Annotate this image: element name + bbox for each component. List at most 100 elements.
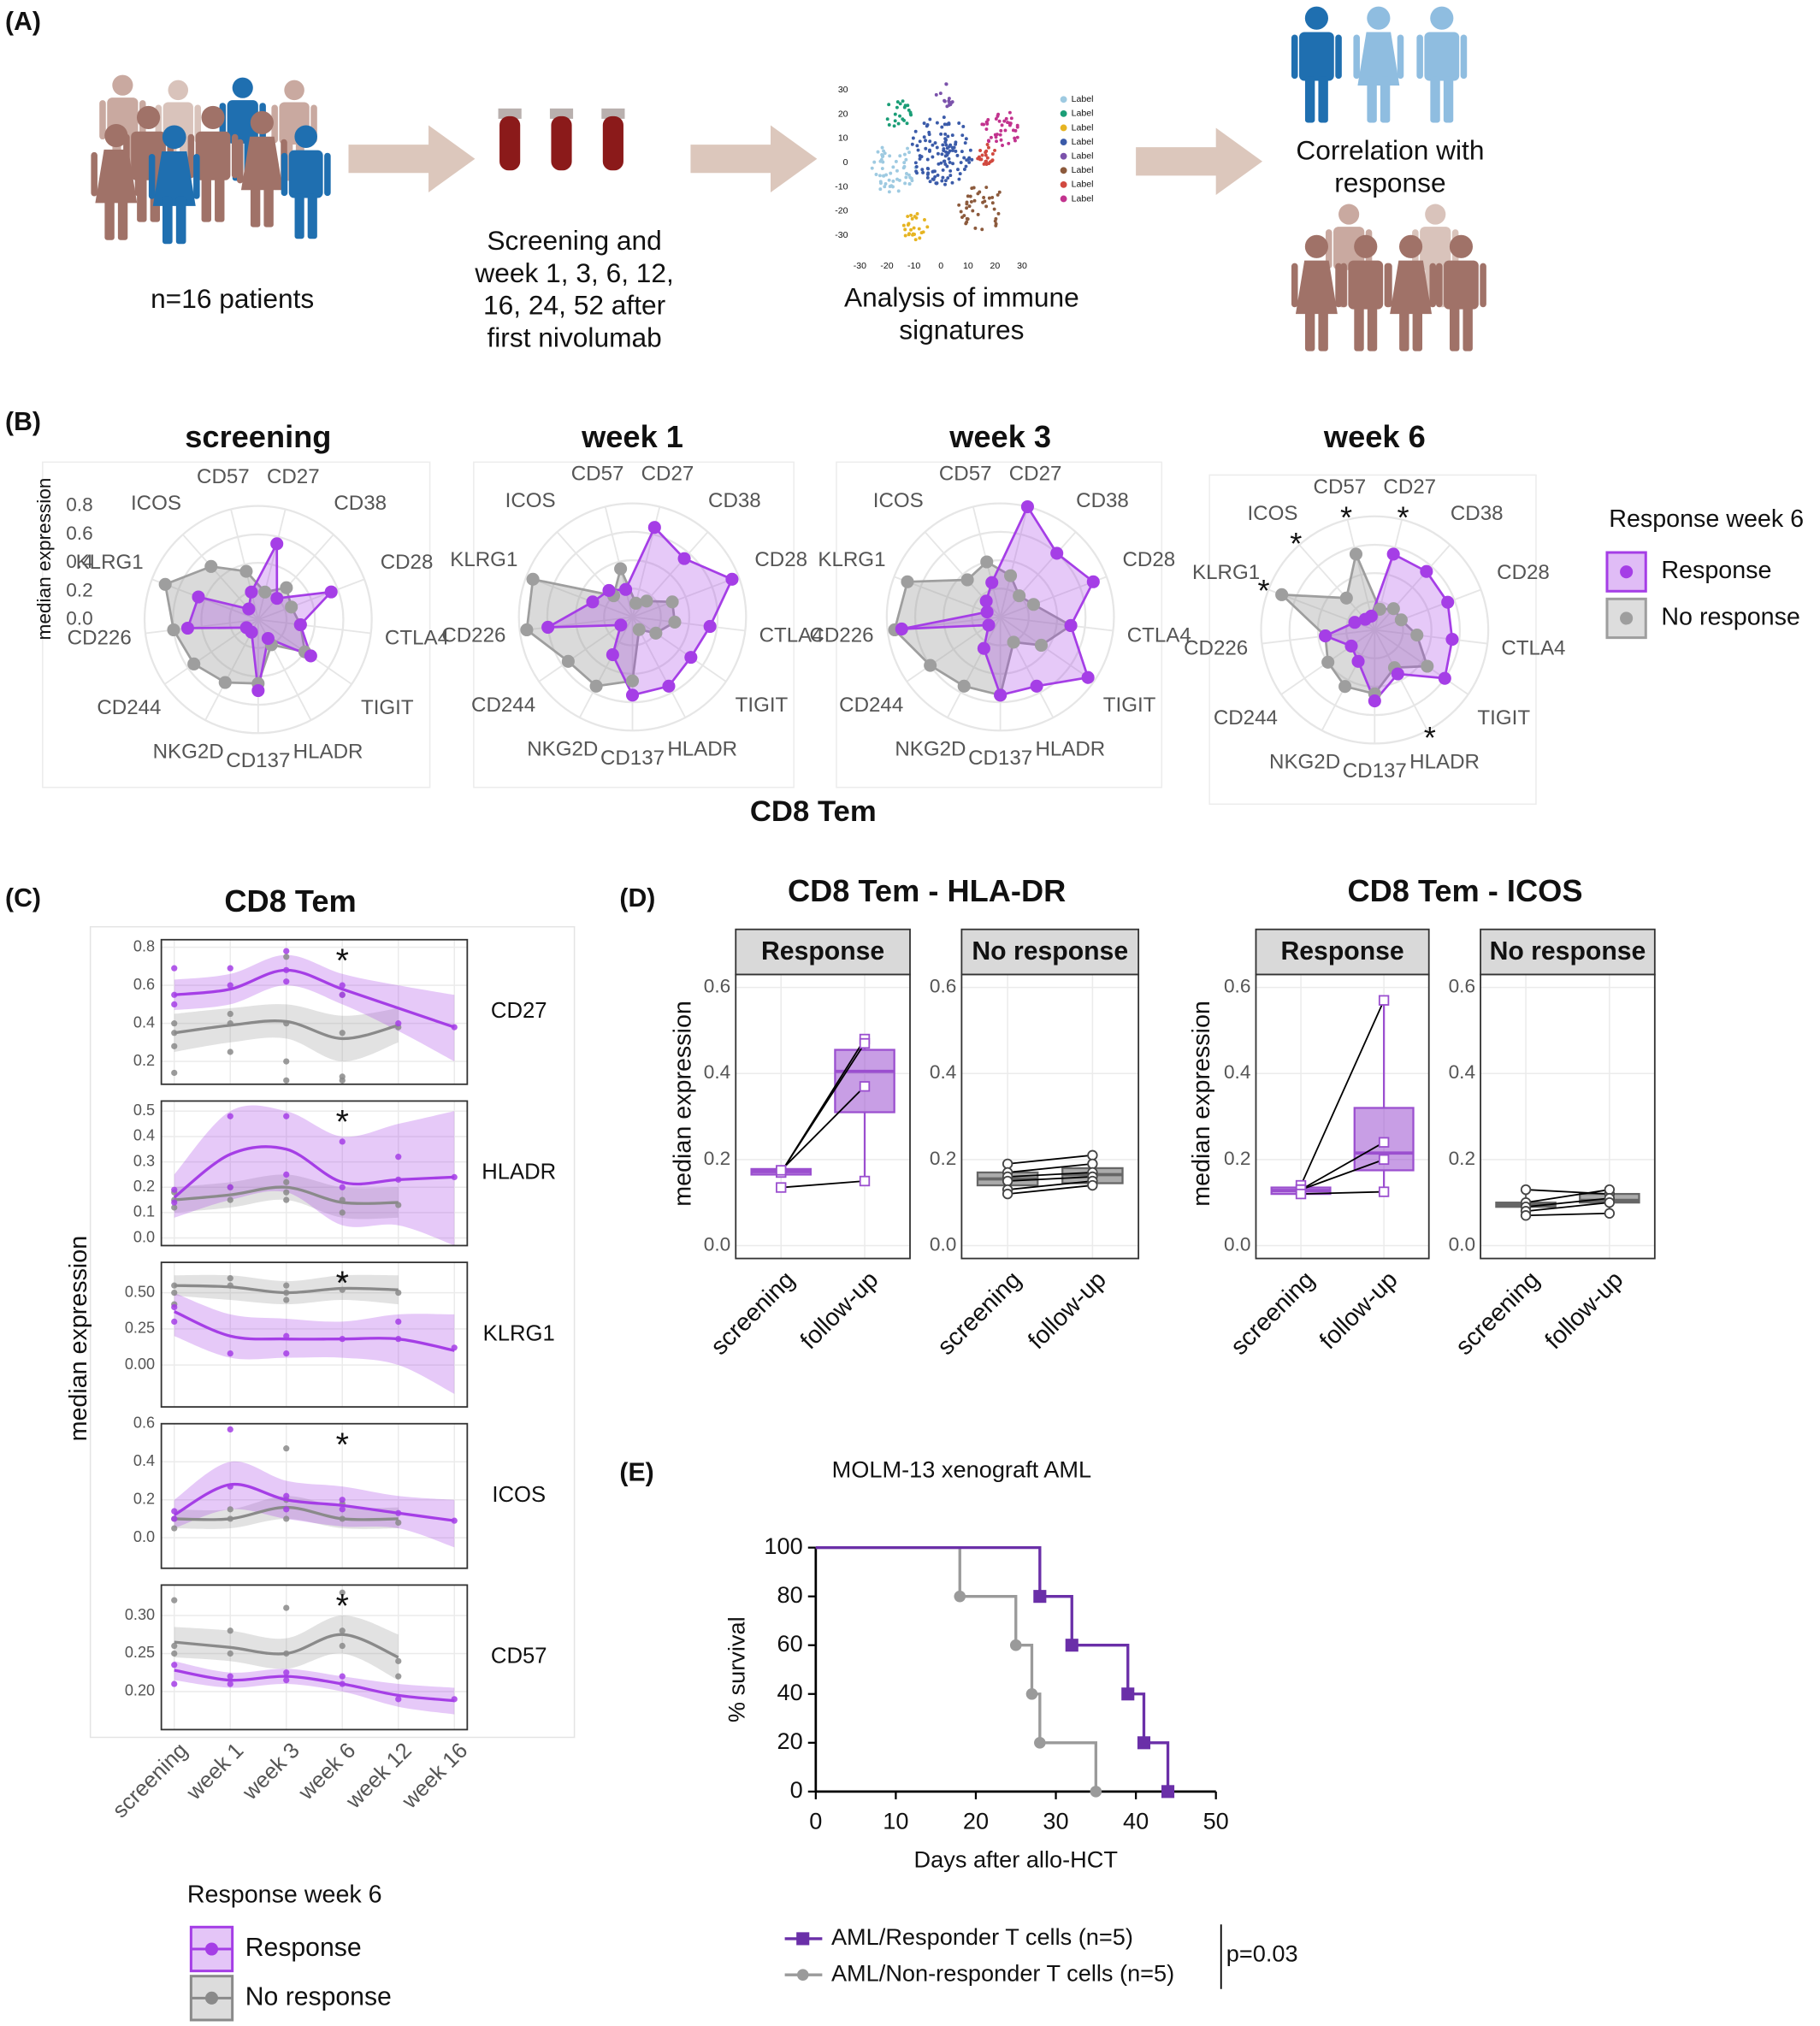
- tsne-dot: [904, 157, 908, 162]
- tsne-dot: [1013, 136, 1017, 140]
- radial-tick-label: 0.8: [66, 494, 92, 516]
- tsne-y-tick: 20: [838, 109, 848, 119]
- tsne-legend-label: Label: [1072, 137, 1094, 147]
- arm: [281, 152, 288, 197]
- tsne-dot: [1007, 141, 1011, 145]
- arm: [1480, 263, 1486, 308]
- tsne-dot: [986, 145, 990, 150]
- pair-point: [859, 1175, 871, 1187]
- leg: [1412, 304, 1423, 351]
- tsne-dot: [913, 233, 917, 236]
- significance-star: *: [336, 1103, 349, 1141]
- y-axis-label: median expression: [65, 1236, 92, 1442]
- tsne-dot: [970, 157, 974, 162]
- radar-point: [1420, 564, 1433, 578]
- head: [162, 125, 186, 150]
- tsne-dot: [984, 151, 988, 155]
- tsne-dot: [985, 156, 990, 160]
- radar-axis-label: CD244: [1214, 706, 1278, 729]
- marker: [1033, 1590, 1047, 1604]
- tsne-dot: [958, 172, 962, 176]
- box: [834, 1048, 895, 1113]
- leg: [1449, 304, 1460, 351]
- person-icon: [1436, 234, 1486, 351]
- arm: [1335, 34, 1342, 80]
- torso: [227, 100, 258, 144]
- radar-axis-label: CD28: [381, 551, 434, 574]
- person-icon: [1291, 6, 1342, 123]
- arm: [1436, 263, 1443, 308]
- tsne-dot: [876, 150, 880, 154]
- radar-axis-label: CTLA4: [1127, 623, 1191, 647]
- radar-axis-label: TIGIT: [361, 696, 414, 719]
- tsne-dot: [909, 113, 913, 117]
- plot-border: [160, 1584, 469, 1731]
- leg: [263, 180, 274, 227]
- tsne-dot: [883, 185, 887, 189]
- radar-point: [1319, 629, 1332, 643]
- marker: [954, 1590, 966, 1603]
- data-point: [283, 978, 290, 985]
- radar-point: [1004, 569, 1018, 582]
- radar-point: [589, 679, 603, 693]
- arm: [99, 100, 106, 140]
- plot-border: [160, 1422, 469, 1569]
- tsne-dot: [1008, 110, 1012, 115]
- head: [1304, 234, 1328, 258]
- tsne-dot: [957, 121, 961, 125]
- plot-area: [736, 974, 910, 1259]
- strip-label: Response: [761, 937, 884, 966]
- data-point: [283, 1332, 290, 1339]
- y-tick-label: 0.30: [125, 1606, 155, 1623]
- x-tick-label: 50: [1203, 1807, 1229, 1834]
- panel-letter: (C): [5, 884, 41, 913]
- arrow: [1136, 127, 1263, 195]
- strip-label: CD27: [491, 999, 547, 1023]
- tsne-dot: [910, 179, 914, 183]
- data-point: [171, 1680, 178, 1687]
- tsne-dot: [920, 168, 925, 172]
- tsne-dot: [994, 116, 998, 121]
- radar-point: [677, 552, 691, 565]
- arm: [1386, 263, 1392, 308]
- p-value: p=0.03: [1226, 1940, 1298, 1967]
- tsne-dot: [1015, 125, 1019, 129]
- pair-point: [1520, 1210, 1532, 1221]
- data-point: [227, 982, 233, 989]
- tsne-dot: [931, 155, 935, 159]
- tsne-dot: [914, 165, 919, 168]
- radar-point: [304, 649, 317, 663]
- tsne-dot: [967, 204, 972, 209]
- data-point: [171, 1001, 178, 1008]
- tsne-dot: [902, 161, 907, 165]
- tsne-dot: [941, 168, 945, 172]
- person-icon: [187, 105, 239, 222]
- radar-point: [285, 600, 298, 614]
- y-tick-label: 0.25: [125, 1320, 155, 1337]
- chart-title: MOLM-13 xenograft AML: [832, 1456, 1091, 1483]
- ribbon: [174, 1661, 455, 1715]
- data-point: [451, 1696, 458, 1703]
- y-tick-label: 0.6: [1449, 976, 1475, 997]
- tsne-dot: [941, 175, 945, 180]
- significance-star: *: [336, 942, 349, 979]
- radar-point: [606, 648, 619, 662]
- tsne-dot: [943, 182, 947, 186]
- tsne-dot: [878, 180, 883, 184]
- radar-point: [1445, 633, 1459, 647]
- radar-point: [1321, 655, 1335, 669]
- tsne-dot: [880, 152, 884, 157]
- trend-line: [174, 1310, 455, 1352]
- leg: [1380, 76, 1391, 123]
- radar-point: [985, 576, 999, 589]
- radar-ylabel: median expression: [33, 478, 55, 641]
- tsne-dot: [990, 152, 995, 156]
- strip: [960, 928, 1140, 976]
- tsne-dot: [907, 222, 911, 226]
- leg: [294, 193, 304, 239]
- data-point: [283, 1297, 290, 1303]
- radial-tick-label: 0.6: [66, 523, 92, 544]
- legend-dot: [204, 1942, 219, 1956]
- legend-title: Response week 6: [187, 1881, 382, 1909]
